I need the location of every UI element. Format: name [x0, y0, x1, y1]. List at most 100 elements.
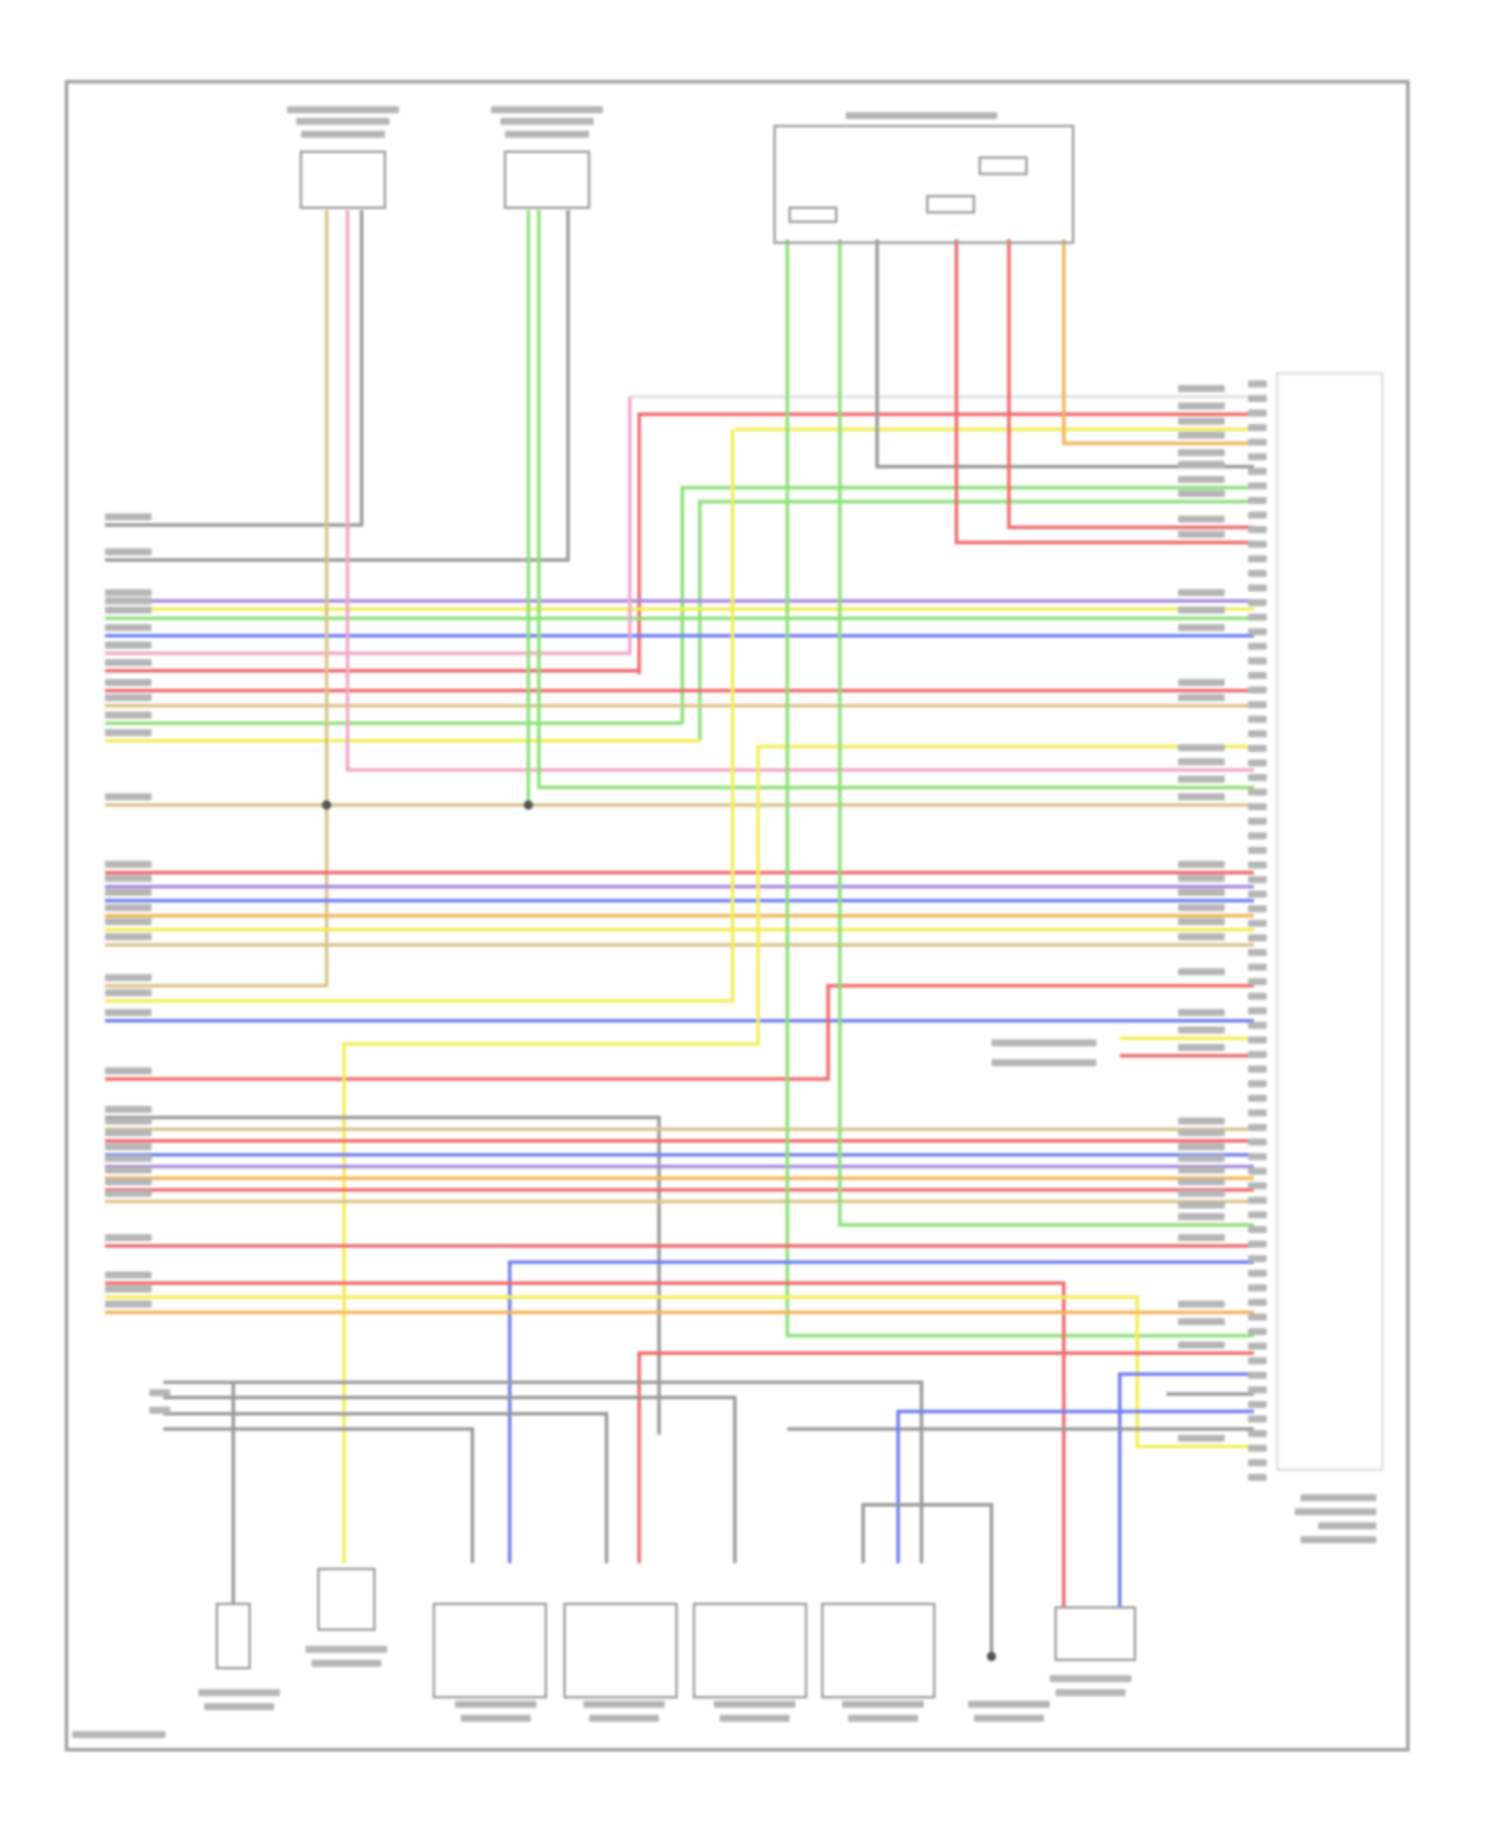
wire-label — [1248, 1080, 1267, 1088]
wire-label — [842, 1700, 924, 1708]
wire-label — [589, 1714, 660, 1722]
wire-label — [1248, 526, 1267, 534]
wire — [861, 1503, 994, 1657]
wire — [698, 499, 1254, 741]
wire-label — [1178, 1201, 1225, 1209]
wire — [345, 210, 1254, 772]
wire-label — [1248, 1065, 1267, 1073]
wire-label — [1178, 1154, 1225, 1162]
wire-label — [104, 904, 152, 912]
wire-label — [1248, 744, 1267, 752]
wire-label — [1248, 1094, 1267, 1102]
wire-label — [1178, 1044, 1225, 1052]
wire-label — [1248, 1459, 1267, 1467]
wire-label — [1248, 1240, 1267, 1248]
wire-label — [1248, 453, 1267, 461]
wire-label — [1248, 1313, 1267, 1321]
wire-label — [1049, 1675, 1132, 1683]
wire-label — [1178, 1300, 1225, 1308]
wire-label — [104, 548, 152, 556]
fuse — [926, 194, 976, 214]
wire — [1062, 239, 1254, 446]
wire-label — [1248, 861, 1267, 869]
wire-label — [1178, 1434, 1225, 1442]
wire — [537, 210, 1254, 790]
fuse — [978, 156, 1028, 176]
wire-label — [1248, 1371, 1267, 1379]
wire — [104, 1281, 1066, 1610]
wire-label — [104, 729, 152, 737]
wire-label — [1248, 409, 1267, 417]
relay — [788, 206, 838, 223]
wire-label — [1248, 1167, 1267, 1175]
wire-label — [1178, 460, 1225, 468]
diagram-frame — [64, 80, 1410, 1752]
ignition-coil — [692, 1602, 808, 1699]
wire — [342, 744, 1254, 1564]
wire-label — [1248, 1051, 1267, 1059]
wire-label — [104, 1234, 152, 1242]
wire-label — [1178, 402, 1225, 410]
wire — [1118, 1372, 1254, 1610]
wire-label — [104, 597, 152, 605]
sensor-module — [299, 150, 387, 209]
wire-label — [583, 1700, 665, 1708]
wire-label — [719, 1714, 790, 1722]
wire-label — [1248, 715, 1267, 723]
wire-label — [104, 1300, 152, 1308]
wire-label — [1318, 1522, 1377, 1530]
wire-label — [1178, 1189, 1225, 1197]
wire-label — [104, 1189, 152, 1197]
wire-label — [104, 641, 152, 649]
wire-label — [1178, 1143, 1225, 1151]
wire-label — [1248, 555, 1267, 563]
wire-label — [1178, 968, 1225, 976]
wire — [104, 210, 329, 988]
wire-label — [1248, 599, 1267, 607]
wire-label — [1178, 1178, 1225, 1186]
switch — [317, 1567, 376, 1631]
wire-label — [1248, 424, 1267, 432]
wire-label — [1178, 744, 1225, 752]
wire-label — [104, 974, 152, 982]
wire-label — [104, 589, 152, 597]
wire-label — [1300, 1494, 1377, 1502]
wire-label — [1248, 832, 1267, 840]
wire-label — [104, 694, 152, 702]
wire-label — [305, 1645, 388, 1653]
wire-label — [104, 1271, 152, 1279]
wire-label — [1178, 530, 1225, 538]
wire-label — [104, 678, 152, 686]
sensor-module — [503, 150, 591, 209]
wire-label — [1248, 1109, 1267, 1117]
wire — [637, 1351, 1254, 1564]
wire-label — [104, 918, 152, 926]
wire-label — [1248, 540, 1267, 548]
wire-label — [1055, 1689, 1126, 1697]
wire-label — [1178, 385, 1225, 393]
wire — [838, 239, 1254, 1227]
wire-label — [1178, 860, 1225, 868]
wire-label — [1248, 1298, 1267, 1306]
wire-label — [1178, 476, 1225, 484]
wire-label — [1248, 497, 1267, 505]
wire — [104, 1295, 1254, 1449]
wire-label — [1248, 642, 1267, 650]
wire-label — [847, 1714, 918, 1722]
wire-label — [311, 1659, 382, 1667]
wire-label — [1248, 657, 1267, 665]
wire-label — [1248, 1444, 1267, 1452]
wire-label — [1248, 671, 1267, 679]
wire-label — [1178, 1129, 1225, 1137]
wire-label — [104, 624, 152, 632]
wire-label — [1248, 1211, 1267, 1219]
wire-label — [1248, 686, 1267, 694]
wire-label — [1178, 758, 1225, 766]
wire-label — [1248, 701, 1267, 709]
wire-label — [1248, 1036, 1267, 1044]
wire — [896, 1409, 1254, 1564]
wire-label — [1178, 490, 1225, 498]
ignition-coil — [821, 1602, 936, 1699]
wire-label — [1178, 678, 1225, 686]
wire-label — [1248, 1153, 1267, 1161]
